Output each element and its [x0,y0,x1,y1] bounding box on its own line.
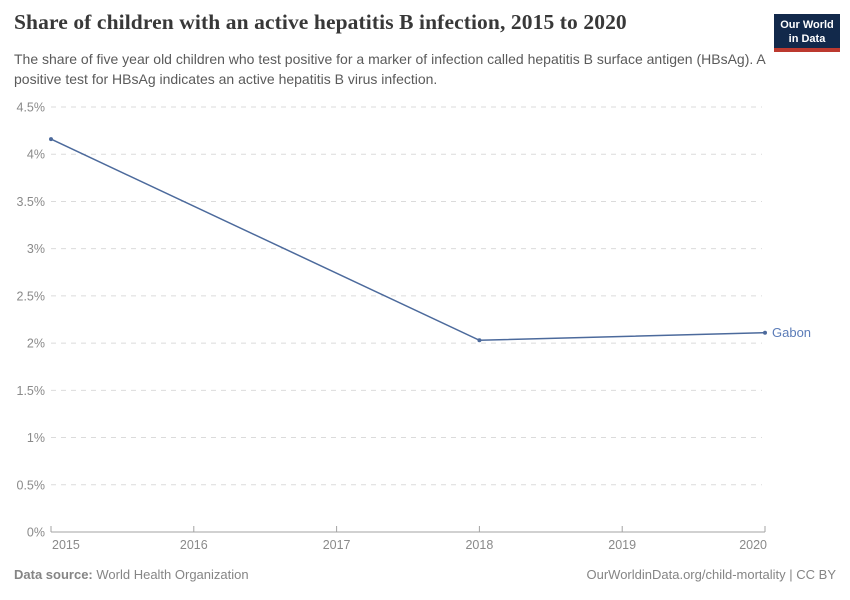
chart-canvas[interactable]: 0% 0.5% 1% 1.5% 2% 2.5% 3% 3.5% 4% 4.5% 2015 2016 20… [0,95,850,565]
y-tick-label: 3.5% [17,195,46,209]
y-tick-label: 2% [27,337,45,351]
y-tick-label: 4.5% [17,101,46,115]
x-tick-label: 2018 [465,538,493,552]
data-point [763,330,767,335]
data-line-gabon [50,138,766,342]
y-tick-label: 1.5% [17,384,46,398]
footer-link[interactable]: OurWorldinData.org/child-mortality | CC … [586,567,837,582]
y-tick-label: 0% [27,526,45,540]
y-tick-label: 3% [27,242,45,256]
data-source: Data source: World Health Organization [14,567,249,582]
y-tick-label: 1% [27,431,45,445]
x-tick-label: 2015 [52,538,80,552]
chart-title: Share of children with an active hepatit… [14,10,627,34]
data-point [477,338,482,343]
data-point [49,137,53,142]
series-end-label[interactable]: Gabon [772,325,811,340]
y-tick-label: 0.5% [17,478,46,492]
y-tick-label: 2.5% [17,289,46,303]
chart-subtitle: The share of five year old children who … [14,51,765,87]
owid-logo-line1: Our World [780,19,834,31]
x-tick-label: 2016 [180,538,208,552]
y-tick-label: 4% [27,148,45,162]
chart-footer: Data source: World Health Organization O… [14,567,836,582]
owid-logo-line2: in Data [788,33,826,46]
owid-logo[interactable]: Our World in Data [774,14,840,52]
data-source-label: Data source: [14,567,93,582]
x-tick-label: 2017 [323,538,351,552]
data-source-value: World Health Organization [96,567,249,582]
x-tick-label: 2020 [739,538,767,552]
x-tick-label: 2019 [608,538,636,552]
